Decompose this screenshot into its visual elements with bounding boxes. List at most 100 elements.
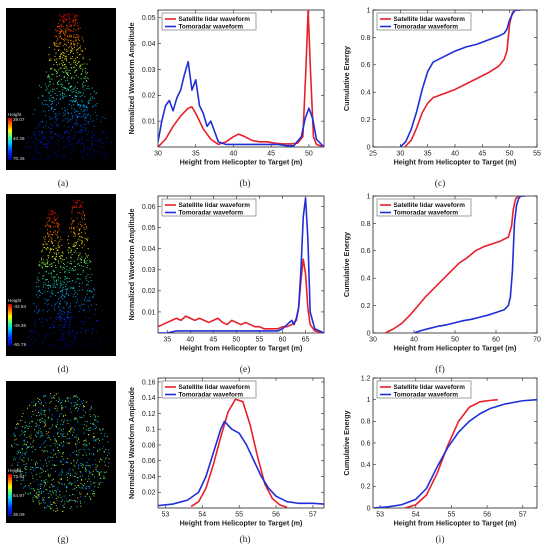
lidar-point <box>56 218 58 220</box>
lidar-point <box>53 232 55 234</box>
lidar-point <box>81 423 83 425</box>
lidar-point <box>61 244 63 246</box>
lidar-point <box>93 135 95 137</box>
lidar-point <box>63 318 65 320</box>
lidar-point <box>46 259 48 261</box>
lidar-point <box>69 468 71 470</box>
legend-box <box>376 12 472 31</box>
lidar-point <box>46 300 48 302</box>
lidar-point <box>60 57 62 59</box>
lidar-point <box>83 299 85 301</box>
lidar-point <box>72 30 74 33</box>
lidar-point <box>56 118 58 120</box>
lidar-point <box>66 442 68 444</box>
lidar-point <box>92 464 94 466</box>
lidar-point <box>55 222 58 224</box>
lidar-point <box>74 305 76 307</box>
lidar-point <box>57 156 59 158</box>
lidar-point <box>68 35 70 37</box>
lidar-point <box>82 210 84 212</box>
lidar-point <box>58 49 60 51</box>
lidar-point <box>89 58 91 61</box>
lidar-point <box>50 484 53 486</box>
lidar-point <box>75 20 77 22</box>
y-tick-label: 0.1 <box>146 427 156 434</box>
lidar-point <box>51 118 53 120</box>
lidar-point <box>68 82 70 84</box>
lidar-point <box>92 148 94 150</box>
lidar-point <box>55 113 57 115</box>
y-tick-label: 1 <box>367 193 371 200</box>
lidar-point <box>49 344 51 346</box>
lidar-point <box>81 218 84 220</box>
lidar-point <box>72 269 75 271</box>
lidar-point <box>81 242 83 244</box>
lidar-point <box>69 36 71 38</box>
lidar-point <box>66 109 69 111</box>
lidar-point <box>39 121 41 123</box>
lidar-point <box>23 427 26 429</box>
y-axis-label: Normalized Waveform Amplitude <box>127 208 136 320</box>
lidar-point <box>72 116 74 118</box>
lidar-point <box>64 503 66 505</box>
lidar-point <box>35 325 37 327</box>
y-tick-label: 0.6 <box>361 440 371 447</box>
lidar-point <box>24 426 26 428</box>
lidar-point <box>57 401 60 403</box>
lidar-point <box>56 443 58 445</box>
lidar-point <box>81 63 83 65</box>
lidar-point <box>73 396 75 398</box>
lidar-point <box>56 30 58 32</box>
lidar-point <box>52 242 54 244</box>
lidar-point <box>70 43 72 45</box>
lidar-point <box>58 125 60 127</box>
colorbar-a-tick-mid: 40.26 <box>13 136 25 141</box>
lidar-point <box>59 277 61 279</box>
lidar-point <box>40 86 42 88</box>
lidar-point <box>79 27 81 29</box>
lidar-point <box>86 401 88 403</box>
lidar-point <box>21 454 23 456</box>
lidar-point <box>67 311 69 313</box>
lidar-point <box>62 88 64 91</box>
lidar-point <box>72 199 74 201</box>
lidar-point <box>84 130 86 132</box>
lidar-point <box>68 46 71 48</box>
lidar-point <box>24 430 26 433</box>
lidar-point <box>62 45 64 47</box>
lidar-point <box>67 25 69 27</box>
lidar-point <box>71 25 73 27</box>
lidar-point <box>103 477 105 479</box>
lidar-point <box>86 262 88 264</box>
lidar-point <box>61 84 63 86</box>
lidar-point <box>89 414 91 416</box>
lidar-point <box>77 437 79 439</box>
lidar-point <box>82 105 84 107</box>
lidar-point <box>85 444 87 446</box>
lidar-point <box>81 111 83 113</box>
lidar-point <box>48 213 50 215</box>
lidar-point <box>94 104 96 106</box>
lidar-point <box>58 327 60 329</box>
lidar-point <box>16 477 18 479</box>
lidar-point <box>69 20 71 23</box>
lidar-point <box>58 474 60 476</box>
lidar-point <box>46 139 48 141</box>
lidar-point <box>60 500 62 503</box>
lidar-point <box>103 471 105 473</box>
lidar-point <box>84 260 86 263</box>
lidar-point <box>73 235 75 237</box>
lidar-point <box>68 126 70 128</box>
lidar-point <box>28 145 30 147</box>
lidar-point <box>78 449 80 451</box>
lidar-point <box>96 421 98 423</box>
lidar-point <box>80 482 82 484</box>
lidar-point <box>83 260 85 262</box>
lidar-point <box>107 454 109 456</box>
lidar-point <box>44 83 46 85</box>
lidar-point <box>42 342 44 344</box>
lidar-point <box>88 428 90 430</box>
lidar-point <box>92 492 94 494</box>
lidar-point <box>90 483 92 485</box>
lidar-point <box>85 238 87 241</box>
